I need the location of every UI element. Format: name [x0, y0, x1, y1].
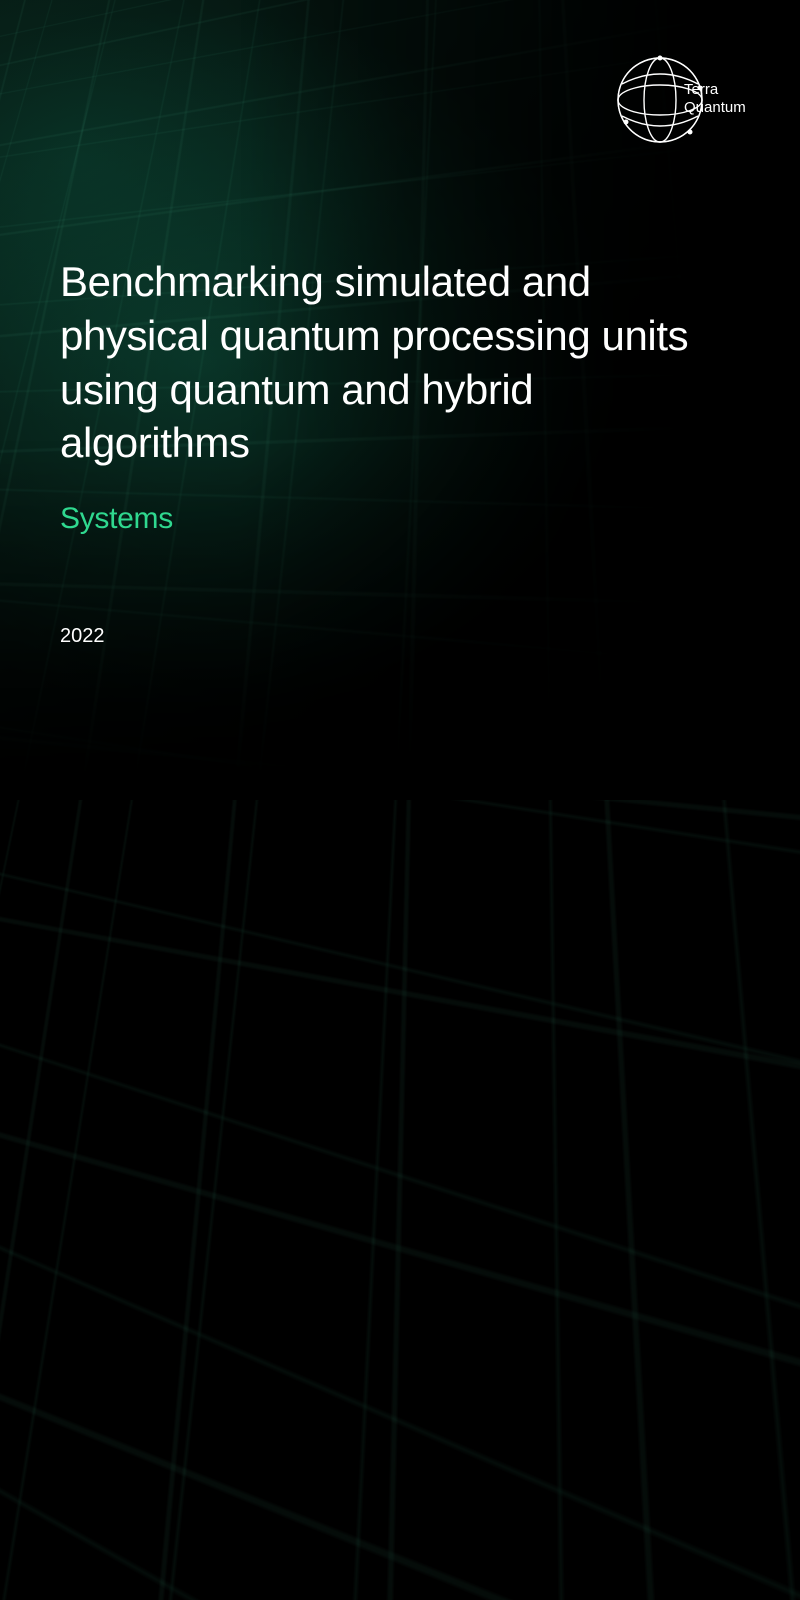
logo-text-line2: Quantum	[684, 99, 746, 116]
main-content: Benchmarking simulated and physical quan…	[60, 255, 730, 536]
year-label: 2022	[60, 625, 105, 648]
terra-quantum-logo: Terra Quantum	[612, 44, 752, 164]
page-title: Benchmarking simulated and physical quan…	[60, 255, 730, 470]
category-label: Systems	[60, 502, 730, 536]
logo-globe-icon: Terra Quantum	[612, 44, 752, 164]
logo-text-line1: Terra	[684, 81, 719, 98]
